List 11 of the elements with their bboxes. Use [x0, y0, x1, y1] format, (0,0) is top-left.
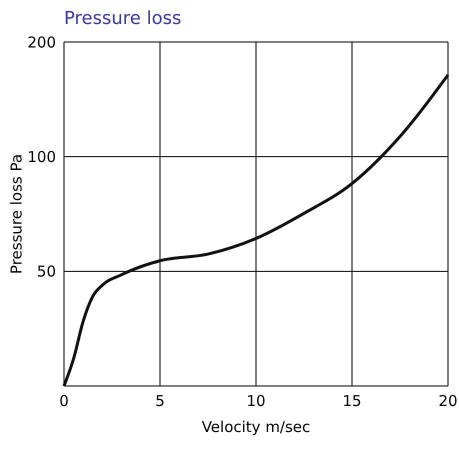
chart-title: Pressure loss [64, 8, 182, 29]
x-tick-label: 10 [246, 392, 266, 410]
x-tick-label: 15 [342, 392, 362, 410]
y-tick-label: 50 [36, 262, 56, 281]
x-tick-label: 20 [438, 392, 458, 410]
x-axis-title: Velocity m/sec [202, 418, 310, 436]
x-tick-label: 5 [155, 392, 165, 410]
y-tick-label: 200 [27, 33, 56, 52]
y-axis-title: Pressure loss Pa [7, 154, 26, 274]
x-tick-label: 0 [59, 392, 69, 410]
y-tick-label: 100 [27, 148, 56, 166]
